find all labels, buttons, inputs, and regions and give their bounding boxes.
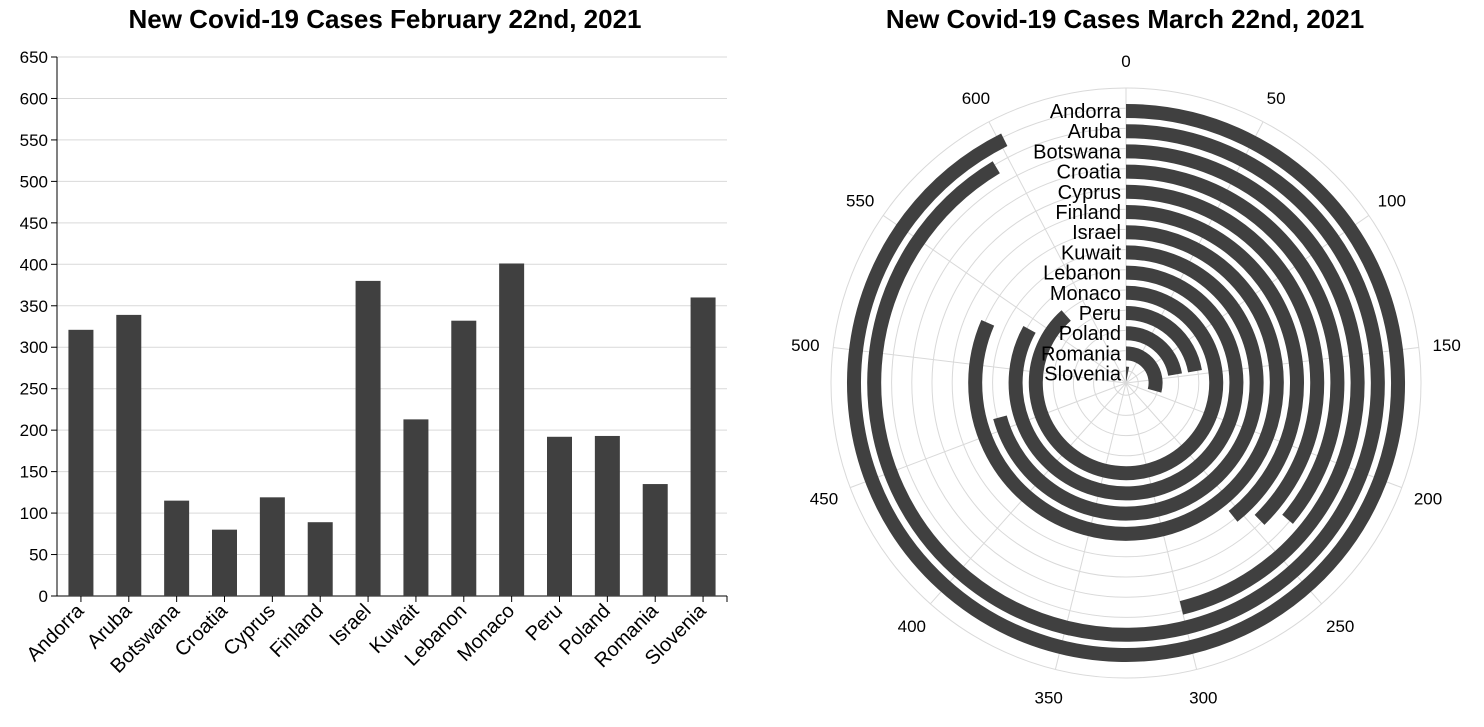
- bar-chart-title: New Covid-19 Cases February 22nd, 2021: [128, 4, 642, 34]
- angular-tick-label-450: 450: [810, 490, 838, 509]
- radial-bar-andorra: [846, 104, 1405, 662]
- y-tick-label-50: 50: [29, 546, 48, 565]
- y-tick-label-550: 550: [20, 131, 48, 150]
- bar-israel: [355, 280, 381, 596]
- radial-bar-chart: 0 50 100 150 200 250 300 350 400 450 500 550 600 Ando…: [791, 52, 1461, 708]
- radial-bar-finland: [1125, 205, 1304, 522]
- angular-tick-label-550: 550: [846, 192, 874, 211]
- radial-bar-kuwait: [993, 245, 1264, 521]
- radial-label-cyprus: Cyprus: [1058, 182, 1121, 204]
- radial-bar-romania: [1125, 346, 1163, 393]
- x-tick-label-andorra: Andorra: [23, 599, 89, 665]
- y-tick-label-600: 600: [20, 89, 48, 108]
- radial-bar-croatia: [1125, 164, 1345, 524]
- radial-label-finland: Finland: [1055, 202, 1121, 224]
- radial-bar-cyprus: [1125, 184, 1325, 525]
- y-tick-label-250: 250: [20, 380, 48, 399]
- radial-label-kuwait: Kuwait: [1061, 242, 1121, 264]
- radial-label-poland: Poland: [1059, 323, 1121, 345]
- radial-label-croatia: Croatia: [1057, 162, 1122, 184]
- bar-romania: [642, 484, 668, 596]
- angular-tick-label-50: 50: [1267, 89, 1286, 108]
- y-tick-label-200: 200: [20, 421, 48, 440]
- angular-tick-label-350: 350: [1035, 689, 1063, 708]
- angular-tick-label-200: 200: [1414, 490, 1442, 509]
- radial-bar-botswana: [1125, 144, 1365, 615]
- bar-poland: [594, 435, 620, 596]
- radial-label-botswana: Botswana: [1033, 141, 1122, 163]
- angular-tick-label-500: 500: [791, 336, 819, 355]
- y-tick-label-0: 0: [39, 587, 48, 606]
- bar-finland: [307, 522, 333, 596]
- y-tick-label-500: 500: [20, 172, 48, 191]
- angular-tick-label-250: 250: [1326, 617, 1354, 636]
- radial-label-aruba: Aruba: [1068, 121, 1122, 143]
- radial-bar-monaco: [1028, 285, 1224, 481]
- bar-aruba: [116, 314, 142, 596]
- radial-bar-aruba: [867, 124, 1385, 642]
- angular-tick-label-150: 150: [1432, 336, 1460, 355]
- y-tick-label-650: 650: [20, 48, 48, 67]
- y-tick-label-100: 100: [20, 504, 48, 523]
- x-tick-label-finland: Finland: [266, 600, 328, 662]
- bar-botswana: [164, 500, 190, 596]
- bar-peru: [547, 436, 572, 596]
- y-tick-label-450: 450: [20, 214, 48, 233]
- bar-andorra: [68, 329, 94, 596]
- bar-chart: 0 50 100 150 200 250 300 350 400 450 500 550 600 650 A…: [20, 48, 728, 678]
- radial-bar-peru: [1125, 306, 1202, 373]
- angular-tick-label-300: 300: [1189, 689, 1217, 708]
- radial-label-slovenia: Slovenia: [1044, 364, 1122, 386]
- y-tick-label-350: 350: [20, 297, 48, 316]
- radial-label-andorra: Andorra: [1050, 101, 1122, 123]
- angular-tick-label-600: 600: [962, 89, 990, 108]
- bar-croatia: [212, 529, 237, 596]
- angular-tick-label-100: 100: [1378, 192, 1406, 211]
- bar-slovenia: [690, 297, 716, 596]
- y-tick-label-400: 400: [20, 255, 48, 274]
- radial-label-peru: Peru: [1079, 303, 1121, 325]
- radial-label-israel: Israel: [1072, 222, 1121, 244]
- x-tick-label-croatia: Croatia: [171, 599, 233, 661]
- radial-bar-poland: [1125, 326, 1182, 377]
- bar-monaco: [499, 263, 525, 596]
- angular-tick-label-0: 0: [1121, 52, 1130, 71]
- radial-label-monaco: Monaco: [1050, 283, 1121, 305]
- radial-label-romania: Romania: [1041, 343, 1122, 365]
- bar-cyprus: [259, 497, 285, 596]
- angular-tick-label-400: 400: [898, 617, 926, 636]
- y-tick-label-150: 150: [20, 463, 48, 482]
- radial-spoke-600: [988, 121, 1127, 384]
- bar-kuwait: [403, 419, 429, 596]
- bar-lebanon: [451, 320, 477, 596]
- radial-label-lebanon: Lebanon: [1043, 263, 1121, 285]
- radial-bar-israel: [968, 225, 1284, 541]
- radial-chart-title: New Covid-19 Cases March 22nd, 2021: [885, 4, 1365, 34]
- radial-bar-lebanon: [1008, 265, 1244, 501]
- y-tick-label-300: 300: [20, 338, 48, 357]
